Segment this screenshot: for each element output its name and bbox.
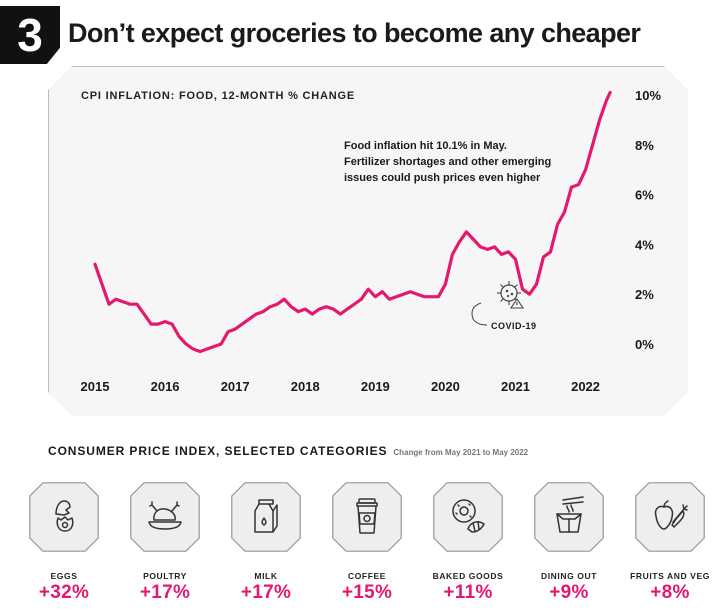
x-tick-label: 2020 [431,379,460,394]
series-line-food-cpi [93,90,612,354]
category-label: BAKED GOODS [432,571,504,581]
tile-border [635,482,705,552]
category-label: COFFEE [347,571,387,581]
x-tick-label: 2017 [221,379,250,394]
x-tick-label: 2021 [501,379,530,394]
takeout-box-icon [556,496,584,533]
y-tick-label: 2% [635,287,654,302]
category-poultry: POULTRY +17% [117,482,213,611]
x-tick-label: 2016 [151,379,180,394]
categories-title: CONSUMER PRICE INDEX, SELECTED CATEGORIE… [48,444,528,458]
category-tile [231,482,301,552]
category-label: EGGS [50,571,78,581]
chart-title: CPI INFLATION: FOOD, 12-MONTH % CHANGE [81,90,355,102]
category-list: EGGS +32% POULTRY +17% MILK [16,482,715,611]
category-label: MILK [254,571,278,581]
annotation-food-inflation: Food inflation hit 10.1% in May. Fertili… [344,140,551,184]
y-tick-label: 6% [635,188,654,203]
categories-title-text: CONSUMER PRICE INDEX, SELECTED CATEGORIE… [48,444,388,458]
x-tick-label: 2018 [291,379,320,394]
annotation-line-3: issues could push prices even higher [344,172,541,184]
x-tick-label: 2015 [81,379,110,394]
category-milk: MILK +17% [218,482,314,611]
y-tick-label: 4% [635,237,654,252]
category-value: +32% [38,582,90,603]
tile-border [130,482,200,552]
x-tick-label: 2019 [361,379,390,394]
category-value: +8% [650,582,690,603]
covid-label: COVID-19 [491,321,537,331]
coffee-cup-icon [356,498,378,534]
annotation-line-1: Food inflation hit 10.1% in May. [344,140,507,152]
chart-panel: CPI INFLATION: FOOD, 12-MONTH % CHANGE 1… [48,66,688,416]
tile-border [332,482,402,552]
roast-chicken-icon [148,501,182,530]
section-number-badge: 3 [0,6,60,64]
category-tile [130,482,200,552]
y-axis: 10% 8% 6% 4% 2% 0% [635,88,661,352]
category-dining-out: DINING OUT +9% [521,482,617,611]
tile-border [29,482,99,552]
covid-arrow [471,302,488,326]
donut-croissant-icon [452,499,485,533]
y-tick-label: 8% [635,138,654,153]
section-number: 3 [17,9,43,61]
annotation-line-2: Fertilizer shortages and other emerging [344,156,551,168]
cpi-line-chart: CPI INFLATION: FOOD, 12-MONTH % CHANGE 1… [81,88,662,394]
category-tile [635,482,705,552]
tile-border [231,482,301,552]
y-tick-label: 0% [635,337,654,352]
covid-annotation: COVID-19 [471,281,537,331]
virus-icon [497,281,525,309]
category-eggs: EGGS +32% [16,482,112,611]
egg-icon [55,500,74,532]
tile-border [433,482,503,552]
categories-subtitle: Change from May 2021 to May 2022 [393,448,529,457]
milk-carton-icon [254,499,278,533]
category-value: +17% [139,582,191,603]
category-label: FRUITS AND VEG [630,571,710,581]
category-coffee: COFFEE +15% [319,482,415,611]
category-label: POULTRY [143,571,187,581]
y-tick-label: 10% [635,88,661,103]
category-label: DINING OUT [540,571,598,581]
fruits-veg-icon [654,500,688,530]
x-axis: 2015 2016 2017 2018 2019 2020 2021 2022 [81,379,600,394]
category-baked-goods: BAKED GOODS +11% [420,482,516,611]
category-fruits-and-veg: FRUITS AND VEG +8% [622,482,715,611]
x-tick-label: 2022 [571,379,600,394]
category-value: +15% [341,582,393,603]
category-tile [433,482,503,552]
category-tile [534,482,604,552]
category-tile [332,482,402,552]
category-value: +17% [240,582,292,603]
category-value: +11% [443,582,493,603]
category-value: +9% [549,582,589,603]
tile-border [534,482,604,552]
headline: Don’t expect groceries to become any che… [68,18,641,48]
